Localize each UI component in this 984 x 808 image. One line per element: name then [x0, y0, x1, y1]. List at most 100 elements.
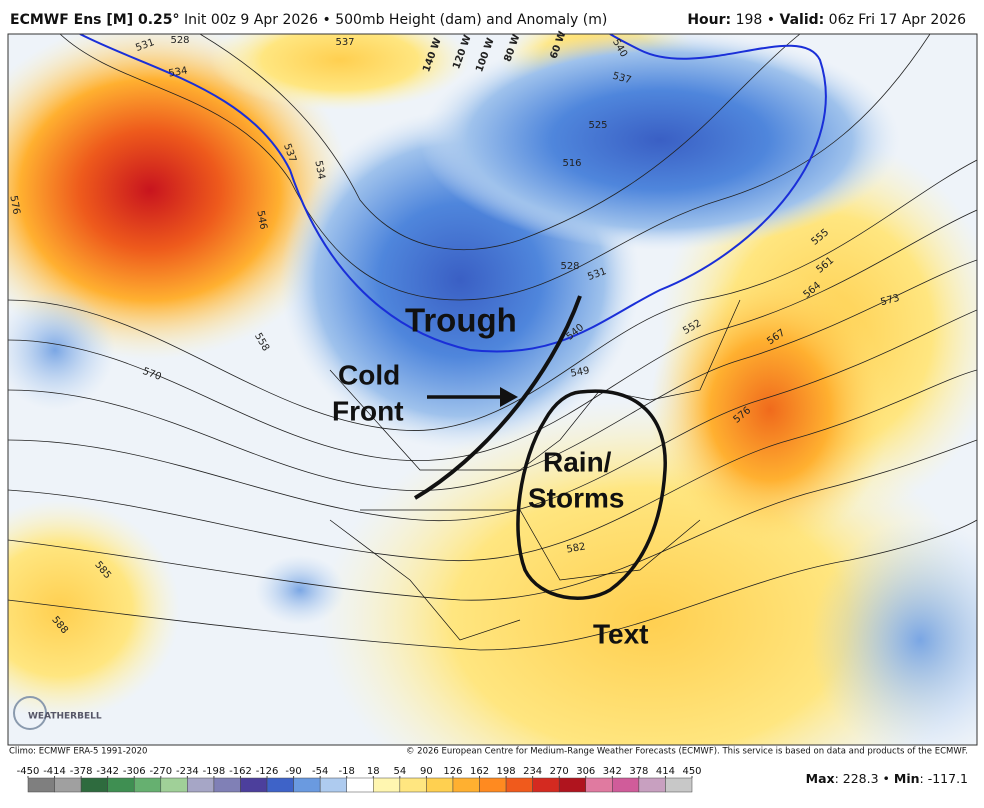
anomaly-cold [420, 34, 900, 250]
colorbar-tick-label: -198 [203, 766, 226, 777]
extremes-part: Max [806, 771, 835, 786]
colorbar-tick-label: -162 [229, 766, 252, 777]
text-layer: ECMWF Ens [M] 0.25° Init 00z 9 Apr 2026 … [7, 12, 968, 793]
anomaly-cold [810, 520, 977, 745]
colorbar-tick-label: -414 [43, 766, 66, 777]
colorbar-swatch [80, 777, 108, 793]
contour-label: 537 [611, 71, 632, 87]
header-right-part: Hour: [687, 12, 731, 28]
anomaly-warm [650, 270, 890, 550]
logo-mark [13, 696, 47, 730]
header-left-part: Init 00z 9 Apr 2026 • 500mb Height (dam)… [180, 12, 608, 28]
colorbar-swatch [346, 777, 374, 793]
height-contour-540 [79, 34, 827, 353]
colorbar-tick-label: -342 [96, 766, 119, 777]
contour-label: 528 [170, 35, 189, 46]
extremes: Max: 228.3 • Min: -117.1 [806, 771, 968, 786]
colorbar-tick-label: 18 [367, 766, 380, 777]
colorbar-tick-label: 378 [629, 766, 648, 777]
logo-text: WEATHERBELL [28, 712, 102, 722]
colorbar-swatch [133, 777, 162, 793]
colorbar-tick-label: 306 [576, 766, 595, 777]
extremes-part: : -117.1 [920, 771, 968, 786]
anomaly-cold [255, 555, 345, 625]
contour-label: 582 [566, 541, 587, 555]
map [8, 34, 977, 745]
colorbar-tick-label: 414 [656, 766, 675, 777]
colorbar-tick-label: 54 [393, 766, 406, 777]
colorbar-swatch [266, 777, 294, 793]
colorbar-swatch [638, 777, 666, 793]
colorbar-tick-label: 270 [550, 766, 569, 777]
contour-label: 537 [335, 37, 354, 48]
colorbar-swatch [505, 777, 533, 793]
header-right-part: Valid: [780, 12, 825, 28]
contour-label: 528 [560, 261, 579, 272]
contour-label: 576 [7, 195, 21, 216]
colorbar-tick-label: -270 [149, 766, 172, 777]
contour-label: 534 [312, 160, 326, 181]
annotation-cold-front: Cold [338, 359, 400, 390]
annotation-trough: Trough [405, 302, 517, 339]
colorbar-swatch [452, 777, 480, 793]
contour-label: 534 [168, 65, 189, 79]
footer-climo: Climo: ECMWF ERA-5 1991-2020 [9, 747, 147, 757]
colorbar-swatch [585, 777, 613, 793]
colorbar-swatch [373, 777, 401, 793]
cold-front-line [413, 295, 582, 500]
colorbar-swatch [612, 777, 640, 793]
header-left-part: ECMWF Ens [M] 0.25° [10, 12, 180, 28]
storm-outline [516, 389, 667, 600]
colorbar-swatch [426, 777, 454, 793]
borders [329, 299, 741, 641]
colorbar-swatch [319, 777, 347, 793]
anomaly-warm [8, 500, 180, 720]
colorbar-tick-label: 90 [420, 766, 433, 777]
colorbar-swatch [532, 777, 560, 793]
colorbar-swatch [160, 777, 188, 793]
annotation-text: Text [593, 618, 649, 649]
colorbar-swatch [399, 777, 427, 793]
contour-label: 549 [570, 365, 591, 379]
extremes-part: : 228.3 • [835, 771, 894, 786]
contour-label: 516 [562, 158, 581, 169]
colorbar-tick-label: -18 [339, 766, 355, 777]
extremes-part: Min [894, 771, 920, 786]
colorbar-tick-label: -126 [256, 766, 279, 777]
colorbar-swatch [293, 777, 321, 793]
colorbar-tick-label: 450 [682, 766, 701, 777]
colorbar-tick-label: -306 [123, 766, 146, 777]
header-right-part: 06z Fri 17 Apr 2026 [824, 12, 966, 28]
colorbar-tick-label: 126 [443, 766, 462, 777]
map-frame [7, 33, 978, 746]
header-right-part: 198 • [731, 12, 779, 28]
colorbar-swatch [54, 777, 82, 793]
contour-label: 525 [588, 120, 607, 131]
colorbar-tick-label: -54 [312, 766, 328, 777]
colorbar-tick-label: 234 [523, 766, 542, 777]
colorbar-swatch [213, 777, 241, 793]
contour-label: 573 [879, 293, 900, 309]
colorbar-tick-label: 162 [470, 766, 489, 777]
colorbar-tick-label: 198 [497, 766, 516, 777]
anomaly-warm [8, 34, 350, 360]
arrow-head [500, 387, 518, 407]
colorbar-tick-label: -378 [70, 766, 93, 777]
colorbar-tick-label: 342 [603, 766, 622, 777]
colorbar-swatch [187, 777, 215, 793]
annotation-rain-storms: Storms [528, 482, 624, 513]
colorbar-tick-label: -90 [285, 766, 301, 777]
header-right: Hour: 198 • Valid: 06z Fri 17 Apr 2026 [687, 12, 966, 28]
colorbar-tick-label: -234 [176, 766, 199, 777]
colorbar-swatch [27, 777, 55, 793]
header-left: ECMWF Ens [M] 0.25° Init 00z 9 Apr 2026 … [10, 12, 607, 28]
annotation-rain-storms: Rain/ [543, 446, 612, 477]
annotation-cold-front: Front [332, 395, 404, 426]
anomaly-warm [210, 34, 470, 110]
footer-copyright: © 2026 European Centre for Medium-Range … [406, 747, 968, 757]
colorbar-swatch [240, 777, 268, 793]
contour-label: 546 [254, 210, 268, 231]
colorbar-swatch [107, 777, 135, 793]
anomaly-cold [8, 290, 115, 410]
